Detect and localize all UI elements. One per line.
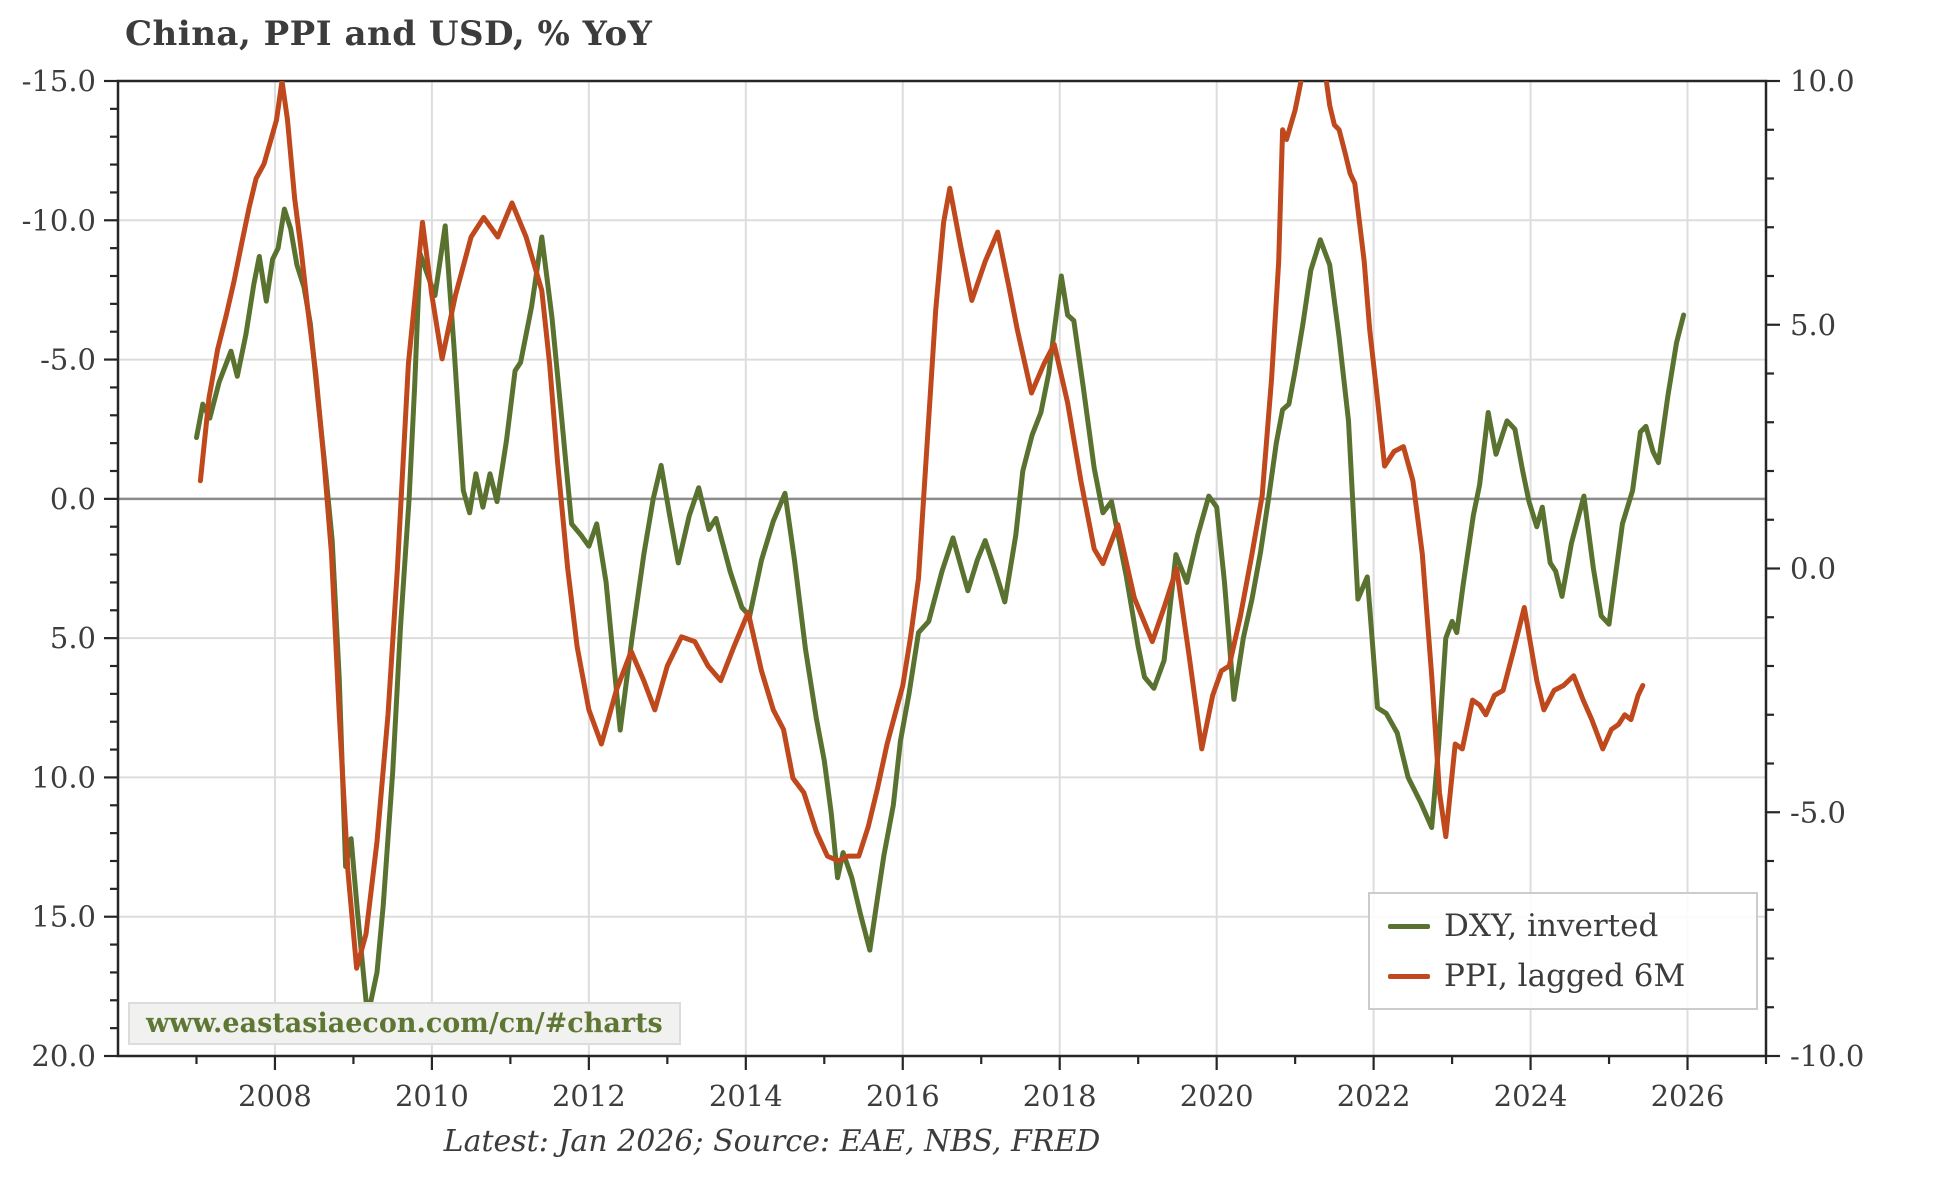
x-axis-tick-label: 2010	[395, 1079, 469, 1113]
right-axis-tick-label: 5.0	[1790, 308, 1836, 342]
x-axis-tick-label: 2022	[1337, 1079, 1411, 1113]
right-axis-tick-label: 0.0	[1790, 552, 1836, 586]
source-note: Latest: Jan 2026; Source: EAE, NBS, FRED	[443, 1124, 1101, 1159]
x-axis-tick-label: 2020	[1180, 1079, 1254, 1113]
legend-label-ppi: PPI, lagged 6M	[1444, 958, 1686, 994]
x-axis-tick-label: 2012	[552, 1079, 626, 1113]
plot-border	[116, 79, 1768, 1058]
dxy-line-swatch	[1388, 923, 1430, 929]
x-axis-tick-label: 2024	[1494, 1079, 1568, 1113]
right-axis-tick-label: 10.0	[1790, 64, 1855, 98]
left-axis-tick-label: -5.0	[40, 343, 96, 377]
x-axis-tick-label: 2026	[1651, 1079, 1725, 1113]
x-axis-tick-label: 2018	[1023, 1079, 1097, 1113]
left-axis-tick-label: 5.0	[50, 621, 96, 655]
x-axis-tick-label: 2014	[709, 1079, 783, 1113]
left-axis-tick-label: -10.0	[22, 203, 96, 237]
left-axis-tick-label: 15.0	[31, 900, 96, 934]
chart-title: China, PPI and USD, % YoY	[125, 14, 653, 54]
left-axis-tick-label: -15.0	[22, 64, 96, 98]
legend-item-dxy: DXY, inverted	[1388, 908, 1738, 944]
left-axis-tick-label: 0.0	[50, 482, 96, 516]
legend-item-ppi: PPI, lagged 6M	[1388, 958, 1738, 994]
dxy-series-line	[194, 206, 1687, 1020]
legend-label-dxy: DXY, inverted	[1444, 908, 1659, 944]
ppi-series-line	[197, 81, 1646, 971]
x-axis-tick-label: 2008	[238, 1079, 312, 1113]
legend-box: DXY, inverted PPI, lagged 6M	[1368, 892, 1758, 1010]
watermark-badge: www.eastasiaecon.com/cn/#charts	[128, 1002, 681, 1045]
left-axis-tick-label: 10.0	[31, 760, 96, 794]
ppi-line-swatch	[1388, 973, 1430, 979]
right-axis-tick-label: -5.0	[1790, 795, 1846, 829]
right-axis-tick-label: -10.0	[1790, 1039, 1864, 1073]
x-axis-tick-label: 2016	[866, 1079, 940, 1113]
left-axis-tick-label: 20.0	[31, 1039, 96, 1073]
